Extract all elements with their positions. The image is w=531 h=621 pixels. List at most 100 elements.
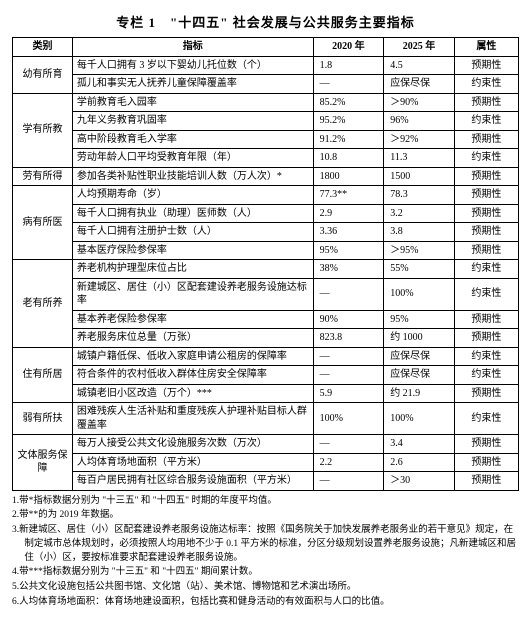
- category-cell: 病有所医: [13, 186, 73, 260]
- category-cell: 弱有所扶: [13, 403, 73, 435]
- indicators-table: 类别 指标 2020 年 2025 年 属性 幼有所育每千人口拥有 3 岁以下婴…: [12, 37, 519, 491]
- table-row: 文体服务保障每万人接受公共文化设施服务次数（万次）—3.4预期性: [13, 435, 519, 454]
- value-2025-cell: 4.5: [384, 56, 455, 75]
- footnote-line: 2.带**的为 2019 年数据。: [12, 509, 519, 523]
- indicator-cell: 城镇户籍低保、低收入家庭申请公租房的保障率: [72, 347, 313, 366]
- footnote-line: 5.公共文化设施包括公共图书馆、文化馆（站）、美术馆、博物馆和艺术演出场所。: [12, 581, 519, 595]
- indicator-cell: 高中阶段教育毛入学率: [72, 130, 313, 149]
- value-2020-cell: 10.8: [313, 149, 384, 168]
- category-cell: 住有所居: [13, 347, 73, 403]
- attribute-cell: 预期性: [454, 167, 518, 186]
- table-row: 养老服务床位总量（万张）823.8约 1000预期性: [13, 329, 519, 348]
- col-2020: 2020 年: [313, 38, 384, 57]
- value-2020-cell: 2.2: [313, 453, 384, 472]
- indicator-cell: 孤儿和事实无人抚养儿童保障覆盖率: [72, 75, 313, 94]
- attribute-cell: 预期性: [454, 204, 518, 223]
- value-2025-cell: 约 1000: [384, 329, 455, 348]
- table-row: 老有所养养老机构护理型床位占比38%55%约束性: [13, 260, 519, 279]
- value-2025-cell: 3.2: [384, 204, 455, 223]
- table-row: 幼有所育每千人口拥有 3 岁以下婴幼儿托位数（个）1.84.5预期性: [13, 56, 519, 75]
- value-2025-cell: 55%: [384, 260, 455, 279]
- attribute-cell: 预期性: [454, 453, 518, 472]
- value-2020-cell: —: [313, 347, 384, 366]
- table-row: 住有所居城镇户籍低保、低收入家庭申请公租房的保障率—应保尽保约束性: [13, 347, 519, 366]
- attribute-cell: 预期性: [454, 310, 518, 329]
- attribute-cell: 约束性: [454, 112, 518, 131]
- table-row: 劳有所得参加各类补贴性职业技能培训人数（万人次）*18001500预期性: [13, 167, 519, 186]
- attribute-cell: 预期性: [454, 472, 518, 491]
- indicator-cell: 九年义务教育巩固率: [72, 112, 313, 131]
- value-2020-cell: —: [313, 278, 384, 310]
- indicator-cell: 新建城区、居住（小）区配套建设养老服务设施达标率: [72, 278, 313, 310]
- attribute-cell: 约束性: [454, 75, 518, 94]
- attribute-cell: 约束性: [454, 278, 518, 310]
- table-row: 新建城区、居住（小）区配套建设养老服务设施达标率—100%约束性: [13, 278, 519, 310]
- value-2025-cell: ＞30: [384, 472, 455, 491]
- value-2020-cell: 95%: [313, 241, 384, 260]
- value-2020-cell: 85.2%: [313, 93, 384, 112]
- attribute-cell: 预期性: [454, 93, 518, 112]
- value-2020-cell: 823.8: [313, 329, 384, 348]
- col-attribute: 属性: [454, 38, 518, 57]
- value-2025-cell: 约 21.9: [384, 384, 455, 403]
- table-row: 九年义务教育巩固率95.2%96%约束性: [13, 112, 519, 131]
- table-row: 基本养老保险参保率90%95%预期性: [13, 310, 519, 329]
- table-row: 基本医疗保险参保率95%＞95%预期性: [13, 241, 519, 260]
- value-2020-cell: 77.3**: [313, 186, 384, 205]
- value-2020-cell: 1.8: [313, 56, 384, 75]
- indicator-cell: 参加各类补贴性职业技能培训人数（万人次）*: [72, 167, 313, 186]
- indicator-cell: 人均预期寿命（岁）: [72, 186, 313, 205]
- indicator-cell: 困难残疾人生活补贴和重度残疾人护理补贴目标人群覆盖率: [72, 403, 313, 435]
- col-category: 类别: [13, 38, 73, 57]
- attribute-cell: 约束性: [454, 366, 518, 385]
- indicator-cell: 劳动年龄人口平均受教育年限（年）: [72, 149, 313, 168]
- table-row: 弱有所扶困难残疾人生活补贴和重度残疾人护理补贴目标人群覆盖率100%100%约束…: [13, 403, 519, 435]
- table-row: 劳动年龄人口平均受教育年限（年）10.811.3约束性: [13, 149, 519, 168]
- value-2020-cell: 100%: [313, 403, 384, 435]
- table-row: 病有所医人均预期寿命（岁）77.3**78.3预期性: [13, 186, 519, 205]
- value-2025-cell: 应保尽保: [384, 366, 455, 385]
- value-2020-cell: 5.9: [313, 384, 384, 403]
- value-2025-cell: 2.6: [384, 453, 455, 472]
- value-2025-cell: ＞92%: [384, 130, 455, 149]
- attribute-cell: 约束性: [454, 260, 518, 279]
- value-2025-cell: 100%: [384, 403, 455, 435]
- value-2020-cell: —: [313, 435, 384, 454]
- table-row: 城镇老旧小区改造（万个）***5.9约 21.9预期性: [13, 384, 519, 403]
- attribute-cell: 预期性: [454, 435, 518, 454]
- value-2025-cell: 3.8: [384, 223, 455, 242]
- table-row: 每百户居民拥有社区综合服务设施面积（平方米）—＞30预期性: [13, 472, 519, 491]
- indicator-cell: 每千人口拥有执业（助理）医师数（人）: [72, 204, 313, 223]
- indicator-cell: 基本养老保险参保率: [72, 310, 313, 329]
- footnote-line: 1.带*指标数据分别为 "十三五" 和 "十四五" 时期的年度平均值。: [12, 495, 519, 509]
- value-2020-cell: —: [313, 366, 384, 385]
- attribute-cell: 约束性: [454, 347, 518, 366]
- category-cell: 幼有所育: [13, 56, 73, 93]
- value-2020-cell: —: [313, 75, 384, 94]
- panel-title: 专栏 1 "十四五" 社会发展与公共服务主要指标: [12, 12, 519, 31]
- attribute-cell: 预期性: [454, 130, 518, 149]
- table-row: 学有所教学前教育毛入园率85.2%＞90%预期性: [13, 93, 519, 112]
- col-2025: 2025 年: [384, 38, 455, 57]
- attribute-cell: 预期性: [454, 56, 518, 75]
- category-cell: 老有所养: [13, 260, 73, 348]
- value-2025-cell: 应保尽保: [384, 75, 455, 94]
- value-2020-cell: 1800: [313, 167, 384, 186]
- attribute-cell: 预期性: [454, 384, 518, 403]
- indicator-cell: 人均体育场地面积（平方米）: [72, 453, 313, 472]
- indicator-cell: 每千人口拥有注册护士数（人）: [72, 223, 313, 242]
- indicator-cell: 城镇老旧小区改造（万个）***: [72, 384, 313, 403]
- attribute-cell: 约束性: [454, 149, 518, 168]
- value-2020-cell: 3.36: [313, 223, 384, 242]
- table-row: 符合条件的农村低收入群体住房安全保障率—应保尽保约束性: [13, 366, 519, 385]
- value-2020-cell: 95.2%: [313, 112, 384, 131]
- attribute-cell: 约束性: [454, 403, 518, 435]
- value-2025-cell: 100%: [384, 278, 455, 310]
- value-2025-cell: ＞90%: [384, 93, 455, 112]
- indicator-cell: 每百户居民拥有社区综合服务设施面积（平方米）: [72, 472, 313, 491]
- value-2025-cell: 96%: [384, 112, 455, 131]
- value-2025-cell: 3.4: [384, 435, 455, 454]
- value-2020-cell: 90%: [313, 310, 384, 329]
- category-cell: 劳有所得: [13, 167, 73, 186]
- table-row: 高中阶段教育毛入学率91.2%＞92%预期性: [13, 130, 519, 149]
